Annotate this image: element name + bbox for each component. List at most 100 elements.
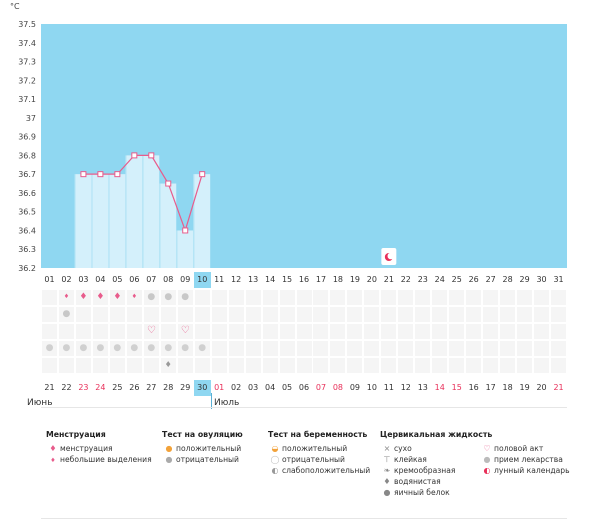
y-tick-label: 37.3 xyxy=(18,58,36,67)
grid-cell xyxy=(534,324,550,339)
cycle-day-number: 11 xyxy=(214,275,225,284)
grid-cell xyxy=(126,324,142,339)
egg-white-icon: ● xyxy=(383,488,391,497)
grid-cell xyxy=(313,290,329,305)
cycle-day-number: 13 xyxy=(248,275,259,284)
grid-cell xyxy=(347,307,363,322)
y-tick-label: 36.5 xyxy=(18,208,36,217)
grid-cell xyxy=(483,290,499,305)
legend-item: отрицательный xyxy=(176,455,239,464)
grid-cell xyxy=(551,290,567,305)
pill-icon: ● xyxy=(198,343,207,353)
small-drop-icon: ♦ xyxy=(63,293,70,300)
temperature-point xyxy=(199,171,206,178)
date-number: 14 xyxy=(434,383,445,392)
grid-cell xyxy=(279,341,295,356)
grid-cell xyxy=(58,324,74,339)
grid-cell xyxy=(466,324,482,339)
temperature-bar xyxy=(109,174,126,268)
grid-cell xyxy=(58,307,74,322)
grid-cell xyxy=(398,290,414,305)
date-number: 09 xyxy=(349,383,360,392)
y-tick-label: 37.1 xyxy=(18,95,36,104)
grid-cell xyxy=(75,341,91,356)
pill-icon: ● xyxy=(79,343,88,353)
grid-cell xyxy=(296,307,312,322)
grid-cell xyxy=(466,341,482,356)
date-number: 28 xyxy=(163,383,174,392)
grid-cell xyxy=(160,341,176,356)
grid-cell xyxy=(177,358,193,373)
grid-cell xyxy=(347,290,363,305)
legend-menstruation: Менструация ♦ менструация ♦ небольшие выде… xyxy=(46,430,152,465)
grid-cell xyxy=(415,324,431,339)
cycle-day-number: 07 xyxy=(146,275,157,284)
grid-cell xyxy=(483,358,499,373)
grid-cell xyxy=(398,324,414,339)
date-number: 11 xyxy=(383,383,394,392)
cycle-day-number: 22 xyxy=(400,275,411,284)
y-tick-label: 36.9 xyxy=(18,133,36,142)
temperature-bar xyxy=(92,174,109,268)
pill-icon: ● xyxy=(113,343,122,353)
grid-cell xyxy=(245,324,261,339)
date-number: 04 xyxy=(264,383,276,392)
cycle-day-number: 14 xyxy=(264,275,276,284)
date-number: 17 xyxy=(485,383,496,392)
y-tick-label: 37.2 xyxy=(18,76,36,85)
grid-cell xyxy=(296,358,312,373)
cycle-day-number: 20 xyxy=(366,275,377,284)
grid-cell xyxy=(449,290,465,305)
grid-cell xyxy=(466,307,482,322)
grid-cell xyxy=(500,307,516,322)
blood-drop-icon: ♦ xyxy=(113,292,122,302)
pill-icon: ● xyxy=(96,343,105,353)
grid-cell xyxy=(415,290,431,305)
grid-cell xyxy=(92,324,108,339)
date-number: 16 xyxy=(468,383,479,392)
grid-cell xyxy=(313,358,329,373)
pregnancy-positive-icon: ◒ xyxy=(271,444,279,453)
grid-cell xyxy=(313,341,329,356)
grid-cell xyxy=(364,307,380,322)
grid-cell xyxy=(228,358,244,373)
small-drop-icon: ♦ xyxy=(50,457,56,464)
grid-cell xyxy=(75,290,91,305)
pill-icon: ● xyxy=(45,343,54,353)
grid-cell xyxy=(75,307,91,322)
grid-cell xyxy=(449,358,465,373)
legend-item: положительный xyxy=(282,444,348,453)
grid-cell xyxy=(109,307,125,322)
grid-cell xyxy=(534,341,550,356)
grid-cell xyxy=(449,341,465,356)
cycle-day-number: 15 xyxy=(281,275,293,284)
cycle-day-number: 08 xyxy=(163,275,174,284)
grid-cell xyxy=(160,290,176,305)
grid-cell xyxy=(42,358,57,373)
grid-bottom-line xyxy=(41,407,567,408)
cycle-day-number: 17 xyxy=(315,275,327,284)
date-number: 20 xyxy=(536,383,547,392)
grid-cell xyxy=(42,290,57,305)
grid-cell xyxy=(245,341,261,356)
y-tick-label: 36.3 xyxy=(18,245,36,254)
grid-cell xyxy=(398,341,414,356)
blood-drop-icon: ♦ xyxy=(79,292,88,302)
y-tick-label: 36.8 xyxy=(18,151,36,160)
grid-cell xyxy=(500,358,516,373)
grid-cell xyxy=(211,290,227,305)
grid-cell xyxy=(42,324,57,339)
grid-cell xyxy=(347,341,363,356)
grid-cell xyxy=(143,358,159,373)
date-number: 08 xyxy=(332,383,344,392)
pregnancy-weak-icon: ◐ xyxy=(271,466,279,475)
grid-cell xyxy=(551,358,567,373)
y-tick-label: 37.5 xyxy=(18,20,36,29)
blood-drop-icon: ♦ xyxy=(49,444,57,453)
date-number: 21 xyxy=(44,383,55,392)
cycle-day-number: 19 xyxy=(349,275,360,284)
pregnancy-negative-icon: ◯ xyxy=(270,455,280,464)
grid-cell xyxy=(126,290,142,305)
grid-cell xyxy=(534,290,550,305)
pill-icon: ● xyxy=(483,455,491,464)
